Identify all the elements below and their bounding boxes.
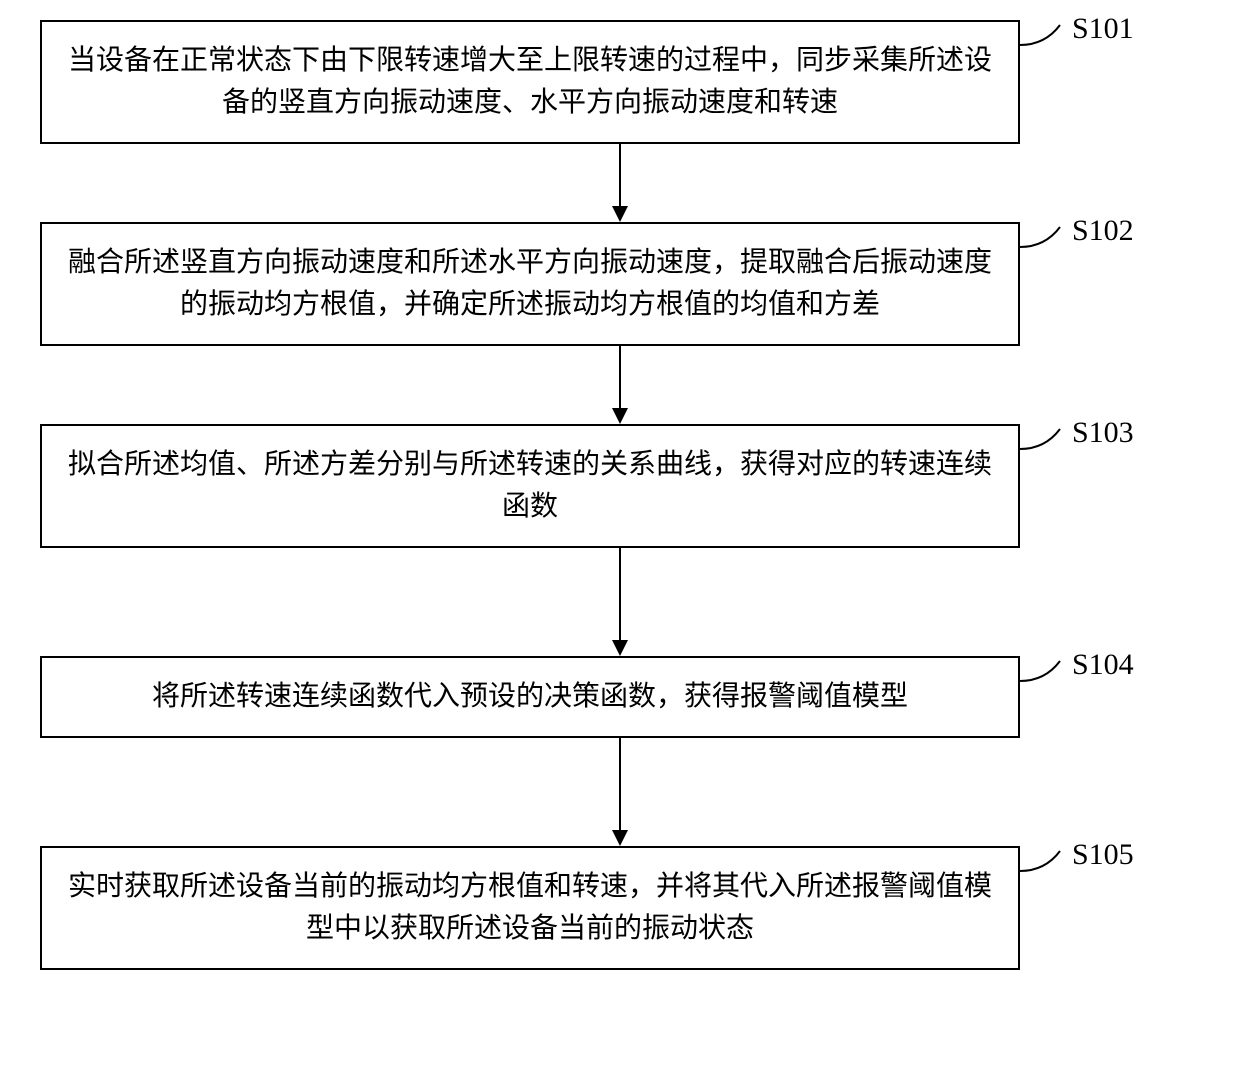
step-label-3: S103 xyxy=(1072,416,1134,450)
step-text-2: 融合所述竖直方向振动速度和所述水平方向振动速度，提取融合后振动速度的振动均方根值… xyxy=(66,242,994,326)
step-row-3: 拟合所述均值、所述方差分别与所述转速的关系曲线，获得对应的转速连续函数 S103 xyxy=(40,424,1200,548)
connector-curve-1 xyxy=(1020,20,1070,50)
arrow-2 xyxy=(130,346,1110,424)
step-label-1: S101 xyxy=(1072,12,1134,46)
connector-curve-2 xyxy=(1020,222,1070,252)
step-label-4: S104 xyxy=(1072,648,1134,682)
step-row-4: 将所述转速连续函数代入预设的决策函数，获得报警阈值模型 S104 xyxy=(40,656,1200,738)
arrow-1 xyxy=(130,144,1110,222)
step-text-1: 当设备在正常状态下由下限转速增大至上限转速的过程中，同步采集所述设备的竖直方向振… xyxy=(66,40,994,124)
step-text-3: 拟合所述均值、所述方差分别与所述转速的关系曲线，获得对应的转速连续函数 xyxy=(66,444,994,528)
step-box-3: 拟合所述均值、所述方差分别与所述转速的关系曲线，获得对应的转速连续函数 xyxy=(40,424,1020,548)
connector-curve-5 xyxy=(1020,846,1070,876)
step-text-4: 将所述转速连续函数代入预设的决策函数，获得报警阈值模型 xyxy=(152,676,908,718)
label-wrap-1: S101 xyxy=(1020,20,1134,50)
connector-curve-4 xyxy=(1020,656,1070,686)
step-label-5: S105 xyxy=(1072,838,1134,872)
label-wrap-5: S105 xyxy=(1020,846,1134,876)
label-wrap-2: S102 xyxy=(1020,222,1134,252)
step-box-2: 融合所述竖直方向振动速度和所述水平方向振动速度，提取融合后振动速度的振动均方根值… xyxy=(40,222,1020,346)
step-row-5: 实时获取所述设备当前的振动均方根值和转速，并将其代入所述报警阈值模型中以获取所述… xyxy=(40,846,1200,970)
arrow-4 xyxy=(130,738,1110,846)
flowchart-container: 当设备在正常状态下由下限转速增大至上限转速的过程中，同步采集所述设备的竖直方向振… xyxy=(40,20,1200,970)
label-wrap-3: S103 xyxy=(1020,424,1134,454)
step-row-1: 当设备在正常状态下由下限转速增大至上限转速的过程中，同步采集所述设备的竖直方向振… xyxy=(40,20,1200,144)
arrow-3 xyxy=(130,548,1110,656)
step-row-2: 融合所述竖直方向振动速度和所述水平方向振动速度，提取融合后振动速度的振动均方根值… xyxy=(40,222,1200,346)
step-box-4: 将所述转速连续函数代入预设的决策函数，获得报警阈值模型 xyxy=(40,656,1020,738)
label-wrap-4: S104 xyxy=(1020,656,1134,686)
connector-curve-3 xyxy=(1020,424,1070,454)
step-text-5: 实时获取所述设备当前的振动均方根值和转速，并将其代入所述报警阈值模型中以获取所述… xyxy=(66,866,994,950)
step-box-1: 当设备在正常状态下由下限转速增大至上限转速的过程中，同步采集所述设备的竖直方向振… xyxy=(40,20,1020,144)
step-label-2: S102 xyxy=(1072,214,1134,248)
step-box-5: 实时获取所述设备当前的振动均方根值和转速，并将其代入所述报警阈值模型中以获取所述… xyxy=(40,846,1020,970)
